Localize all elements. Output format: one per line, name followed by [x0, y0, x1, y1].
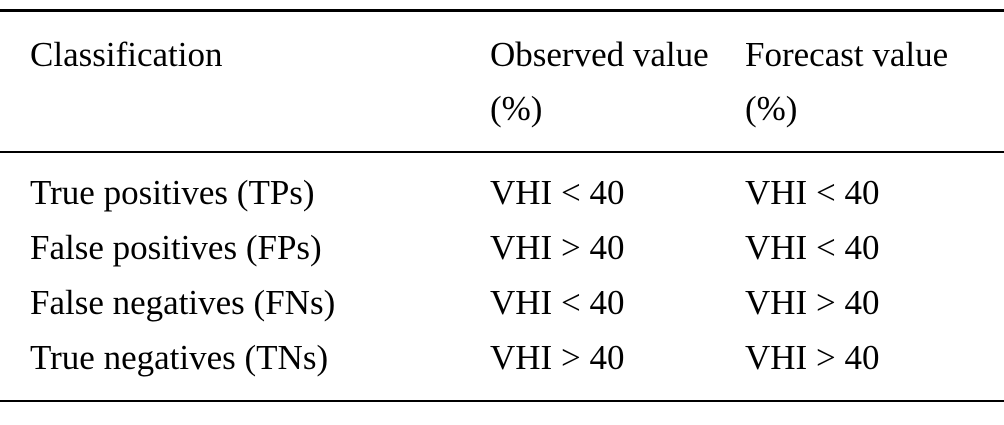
column-header-classification: Classification: [30, 35, 223, 74]
table-cell: True positives (TPs): [30, 172, 315, 212]
classification-table: Classification Observed value (%) Foreca…: [0, 9, 1004, 402]
table-cell: True negatives (TNs): [30, 338, 329, 378]
table-row: False positives (FPs) VHI > 40 VHI < 40: [0, 220, 1004, 275]
table-cell: False positives (FPs): [30, 227, 322, 267]
table-cell: VHI > 40: [490, 227, 625, 267]
table-body: True positives (TPs) VHI < 40 VHI < 40 Fals…: [0, 152, 1004, 401]
table-cell: VHI > 40: [745, 283, 880, 323]
header-row: Classification Observed value (%) Foreca…: [0, 11, 1004, 152]
table-cell: VHI > 40: [490, 338, 625, 378]
table-cell: VHI < 40: [745, 172, 880, 212]
table-cell: VHI > 40: [745, 338, 880, 378]
table-cell: VHI < 40: [745, 227, 880, 267]
table-cell: VHI < 40: [490, 172, 625, 212]
table-cell: False negatives (FNs): [30, 283, 336, 323]
column-header-observed-value: Observed value (%): [490, 35, 709, 129]
table-row: True negatives (TNs) VHI > 40 VHI > 40: [0, 330, 1004, 400]
table-row: False negatives (FNs) VHI < 40 VHI > 40: [0, 275, 1004, 330]
column-header-forecast-value: Forecast value (%): [745, 35, 949, 129]
table-cell: VHI < 40: [490, 283, 625, 323]
table-row: True positives (TPs) VHI < 40 VHI < 40: [0, 152, 1004, 220]
